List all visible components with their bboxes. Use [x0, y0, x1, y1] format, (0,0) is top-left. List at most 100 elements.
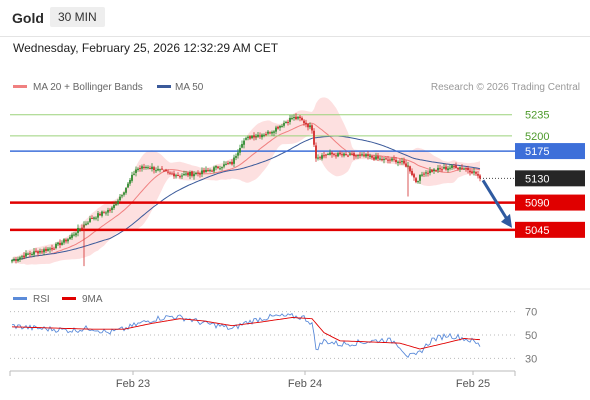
candle-body [269, 132, 271, 134]
ma50-line [11, 135, 481, 261]
candle-body [79, 228, 81, 230]
candle-body [293, 117, 295, 119]
candle-body [369, 155, 371, 157]
projection-arrow-head [501, 213, 512, 228]
candle-body [27, 253, 29, 255]
candle-body [423, 173, 425, 175]
candle-body [309, 125, 311, 128]
candle-body [157, 168, 159, 171]
candle-body [303, 120, 305, 124]
instrument-title: Gold [12, 10, 44, 26]
candle-body [105, 212, 107, 214]
candle-body [207, 169, 209, 171]
candle-body [121, 195, 123, 197]
candle-body [179, 176, 181, 178]
candle-body [313, 130, 315, 145]
candle-body [409, 166, 411, 172]
candle-body [65, 239, 67, 242]
candle-body [195, 172, 197, 174]
candle-body [227, 163, 229, 165]
candle-body [403, 160, 405, 164]
candle-body [187, 173, 189, 176]
candle-body [267, 131, 269, 134]
candle-body [205, 169, 207, 172]
candle-body [245, 138, 247, 140]
candle-body [315, 145, 317, 159]
candle-body [93, 217, 95, 219]
candle-body [437, 167, 439, 171]
candle-body [271, 131, 273, 134]
candle-body [183, 174, 185, 176]
price-levels [10, 114, 515, 232]
candle-body [295, 116, 297, 120]
candle-body [365, 154, 367, 157]
candle-body [19, 257, 21, 260]
candle-body [259, 135, 261, 137]
candle-body [415, 178, 417, 183]
candle-body [281, 125, 283, 127]
candle-body [387, 159, 389, 161]
main-legend: MA 20 + Bollinger Bands MA 50 Research ©… [13, 82, 580, 93]
candle-body [231, 161, 233, 165]
candle-body [171, 173, 173, 175]
candle-body [279, 125, 281, 128]
candle-body [147, 167, 149, 169]
candle-body [131, 174, 133, 181]
candle-body [463, 168, 465, 170]
candle-body [367, 154, 369, 156]
level-labels: 5235 5200 5175 5130 5090 5045 [515, 110, 585, 238]
candle-body [237, 152, 239, 156]
candle-body [151, 166, 153, 169]
candle-body [471, 171, 473, 174]
candle-body [465, 168, 467, 170]
candle-body [339, 152, 341, 155]
candle-body [241, 144, 243, 148]
candle-body [311, 125, 313, 131]
timeframe-selector[interactable]: 30 MIN [50, 7, 105, 27]
candle-body [113, 204, 115, 208]
candle-body [103, 212, 105, 214]
candle-body [419, 174, 421, 181]
candle-body [253, 135, 255, 138]
candle-body [109, 209, 111, 211]
candle-body [193, 174, 195, 177]
candle-body [431, 169, 433, 172]
candle-body [177, 174, 179, 176]
rsi-tick-30: 30 [525, 353, 537, 365]
candle-body [215, 166, 217, 168]
candle-body [345, 154, 347, 156]
candle-body [217, 166, 219, 168]
candle-body [305, 122, 307, 125]
candle-body [29, 253, 31, 255]
source-credit: Research © 2026 Trading Central [431, 82, 580, 93]
candle-body [395, 159, 397, 163]
candle-body [153, 167, 155, 171]
candle-body [285, 122, 287, 124]
candle-body [181, 175, 183, 177]
candle-body [21, 256, 23, 258]
candle-body [357, 155, 359, 157]
candle-body [277, 126, 279, 129]
rsi-lines [11, 312, 481, 359]
candle-body [75, 233, 77, 236]
candle-body [243, 140, 245, 145]
candle-body [385, 158, 387, 160]
candle-body [59, 242, 61, 246]
candle-body [401, 161, 403, 163]
candle-body [189, 172, 191, 176]
candle-body [247, 136, 249, 138]
candle-body [349, 153, 351, 155]
candle-body [209, 170, 211, 172]
rsi-grid: 70 50 30 [10, 307, 537, 365]
candle-body [165, 169, 167, 172]
candle-body [159, 169, 161, 171]
candle-body [323, 155, 325, 157]
candle-body [353, 153, 355, 157]
candle-body [33, 251, 35, 255]
candle-body [43, 249, 45, 253]
rsi-legend: RSI 9MA [13, 294, 103, 305]
candle-body [61, 242, 63, 245]
level-tag-5045 [515, 221, 585, 238]
candle-body [299, 116, 301, 119]
